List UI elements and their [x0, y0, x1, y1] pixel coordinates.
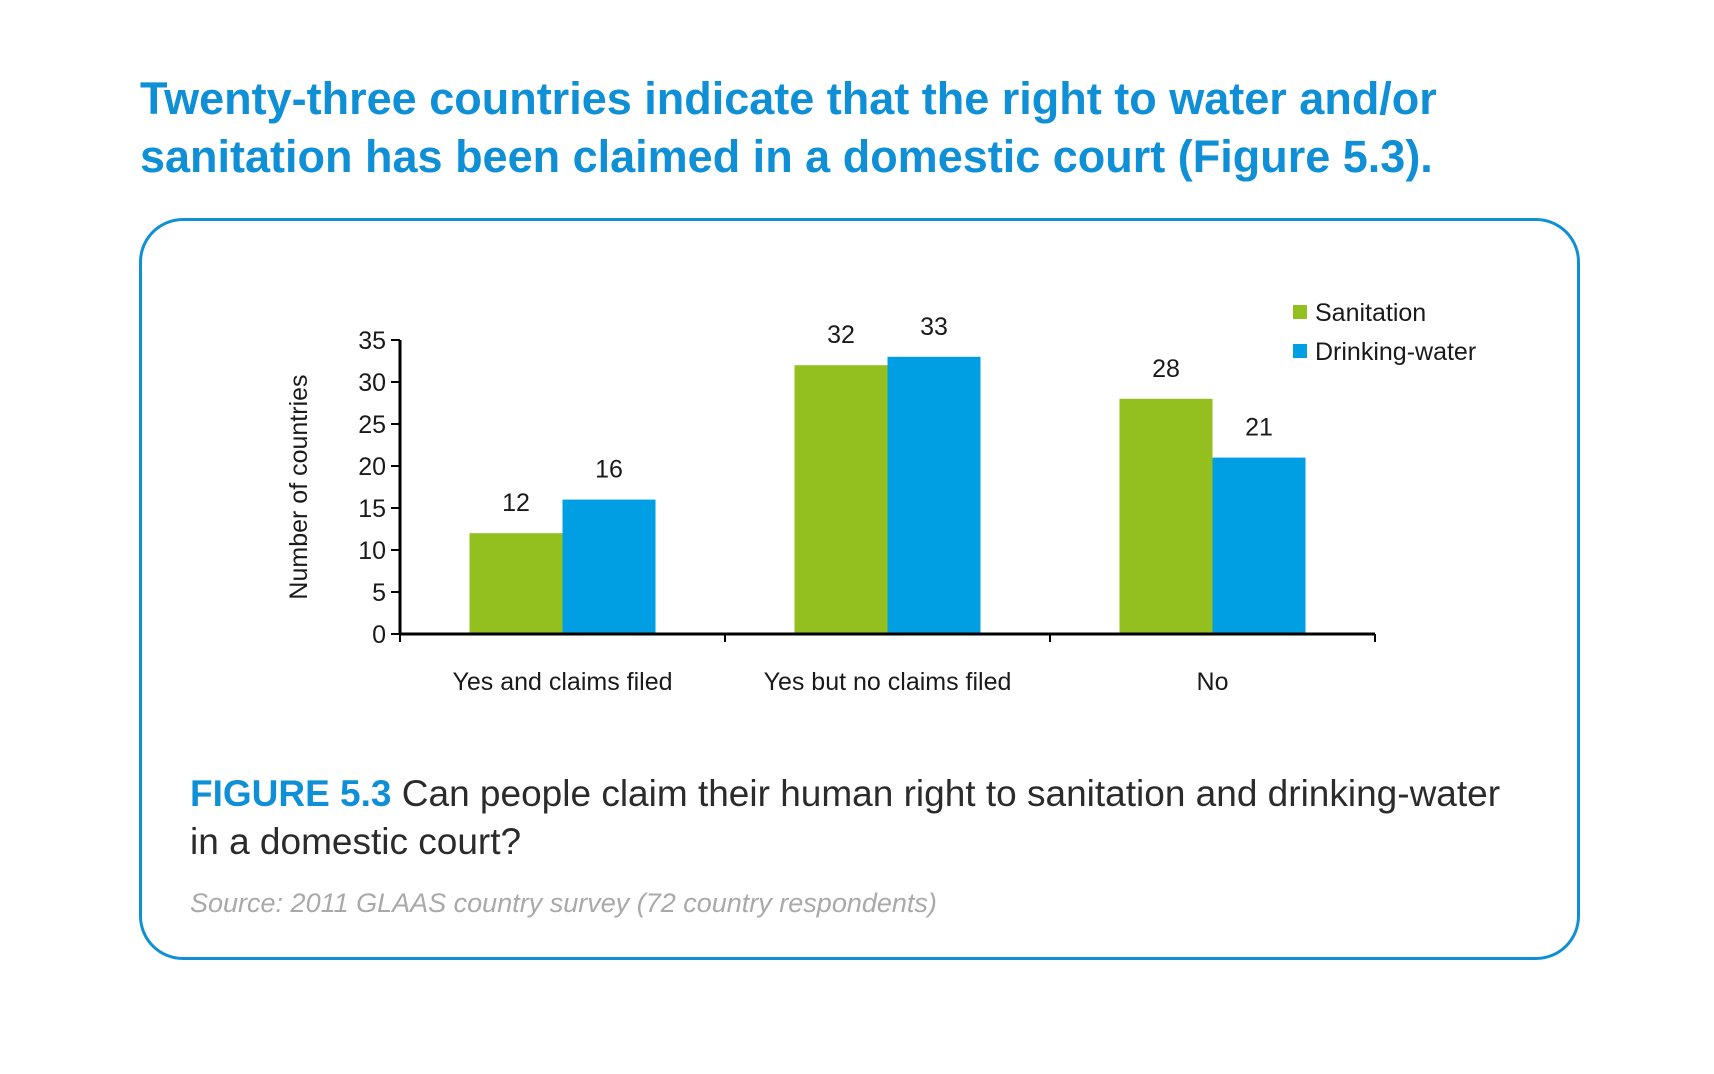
data-label: 32 [827, 321, 855, 349]
y-tick-label: 25 [358, 411, 386, 439]
bar-drinking-water [1212, 457, 1306, 633]
bar-sanitation [469, 533, 563, 633]
bar-sanitation [1119, 398, 1213, 633]
y-axis-title: Number of countries [285, 374, 313, 599]
data-label: 21 [1245, 414, 1273, 442]
legend-label: Sanitation [1315, 299, 1426, 327]
x-tick-label: Yes but no claims filed [764, 668, 1012, 696]
legend-label: Drinking-water [1315, 338, 1476, 366]
x-tick-label: No [1197, 668, 1229, 696]
x-tick-label: Yes and claims filed [452, 668, 672, 696]
headline-line-1: Twenty-three countries indicate that the… [140, 73, 1437, 124]
y-tick-label: 15 [358, 495, 386, 523]
y-tick-label: 20 [358, 453, 386, 481]
bar-drinking-water [887, 356, 981, 633]
figure-caption: FIGURE 5.3 Can people claim their human … [190, 770, 1530, 866]
data-label: 28 [1152, 355, 1180, 383]
bar-sanitation [794, 365, 888, 633]
y-tick-label: 0 [372, 621, 386, 649]
source-note: Source: 2011 GLAAS country survey (72 co… [190, 888, 937, 918]
figure-frame [139, 218, 1580, 960]
data-label: 12 [502, 489, 530, 517]
legend-swatch [1293, 305, 1307, 319]
bar-drinking-water [562, 499, 656, 633]
caption-text: Can people claim their human right to sa… [190, 773, 1501, 862]
y-tick-label: 35 [358, 327, 386, 355]
y-tick-label: 30 [358, 369, 386, 397]
figure-label: FIGURE 5.3 [190, 773, 392, 814]
headline: Twenty-three countries indicate that the… [140, 70, 1600, 186]
headline-line-2: sanitation has been claimed in a domesti… [140, 131, 1433, 182]
y-tick-label: 10 [358, 537, 386, 565]
legend-swatch [1293, 344, 1307, 358]
data-label: 16 [595, 456, 623, 484]
y-tick-label: 5 [372, 579, 386, 607]
data-label: 33 [920, 313, 948, 341]
